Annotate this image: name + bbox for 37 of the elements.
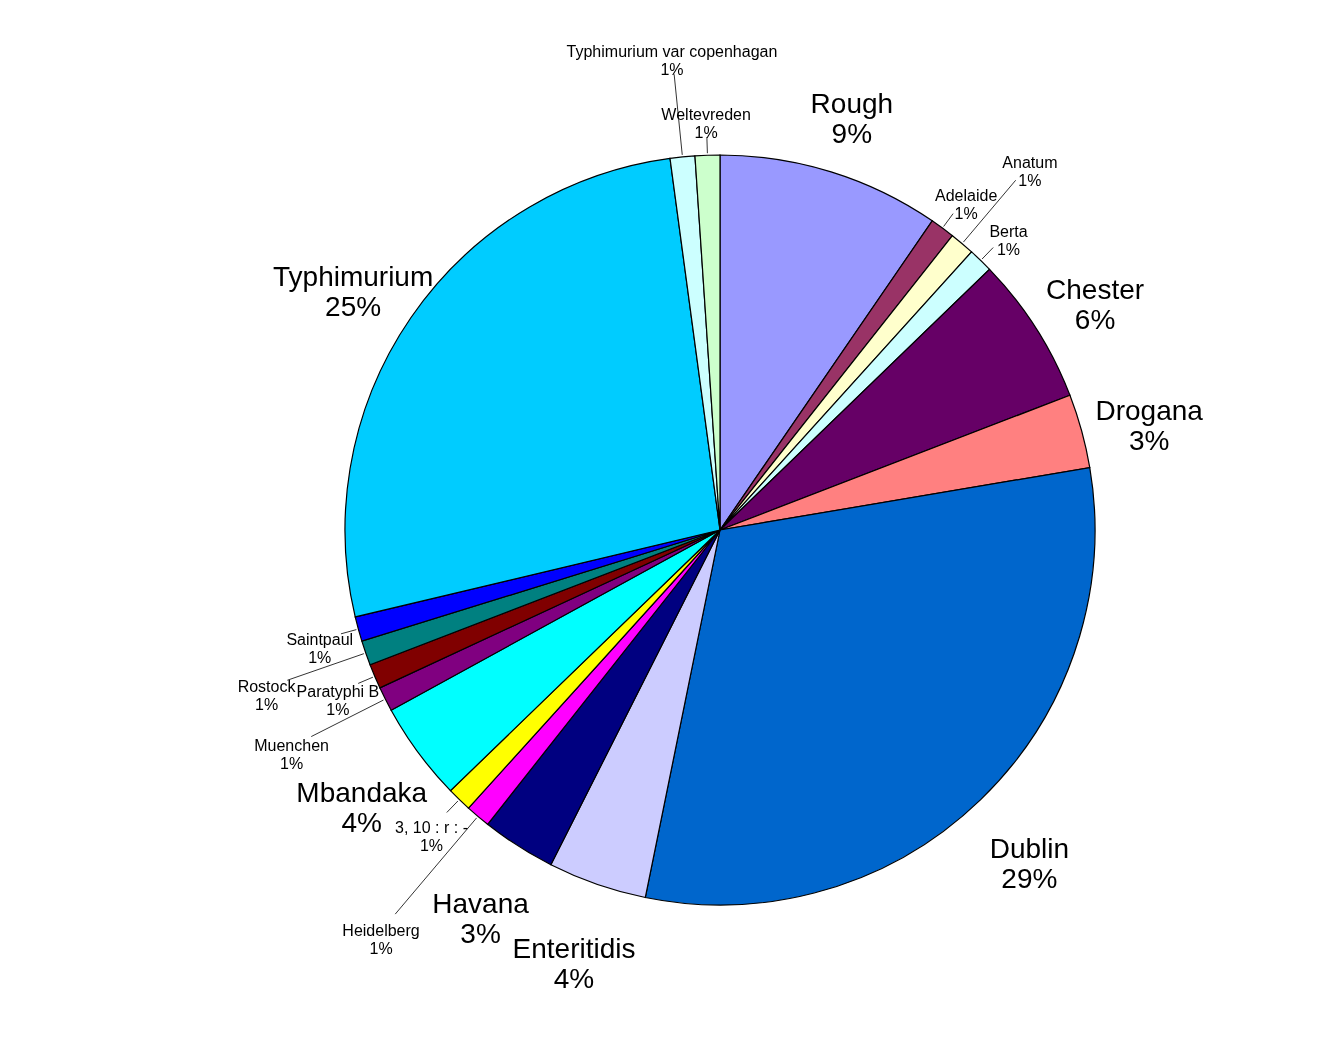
slice-label: Dublin: [989, 832, 1070, 864]
data-label: 3%: [460, 918, 501, 950]
slice-label: Anatum: [1002, 154, 1058, 172]
data-label: 1%: [694, 124, 718, 142]
slice-label: 3, 10 : r : -: [395, 819, 468, 837]
slice-label: Rough: [810, 87, 894, 119]
data-label: 1%: [308, 648, 332, 666]
data-label: 25%: [325, 291, 382, 323]
data-label: 1%: [996, 240, 1021, 258]
data-label: 1%: [280, 755, 304, 773]
data-label: 1%: [369, 939, 393, 957]
slice-label: Heidelberg: [342, 921, 420, 939]
slice-label: Paratyphi B: [296, 683, 380, 701]
slice-label: Typhimurium: [272, 261, 434, 293]
slice-label: Enteritidis: [512, 933, 636, 965]
slice-label: Muenchen: [254, 737, 329, 755]
slice-label: Adelaide: [935, 186, 998, 204]
data-label: 1%: [660, 61, 684, 79]
data-label: 1%: [1018, 172, 1042, 190]
data-label: 1%: [419, 837, 444, 855]
data-label: 4%: [341, 806, 382, 838]
slice-label: Havana: [432, 888, 530, 920]
data-label: 1%: [326, 701, 350, 719]
data-label: 4%: [553, 963, 595, 995]
data-label: 29%: [1001, 862, 1058, 894]
slice-label: Berta: [989, 222, 1028, 240]
slice-label: Saintpaul: [286, 630, 354, 648]
slice-label: Chester: [1046, 273, 1145, 305]
slice-label: Drogana: [1095, 395, 1204, 427]
slice-label: Typhimurium var copenhagan: [566, 43, 778, 61]
data-label: 1%: [954, 204, 978, 222]
slice-label: Rostock: [237, 678, 297, 696]
slice-label: Mbandaka: [296, 776, 428, 808]
data-label: 1%: [255, 696, 279, 714]
data-label: 3%: [1128, 425, 1170, 457]
slice-label: Weltevreden: [661, 106, 751, 124]
data-label: 6%: [1074, 303, 1116, 335]
